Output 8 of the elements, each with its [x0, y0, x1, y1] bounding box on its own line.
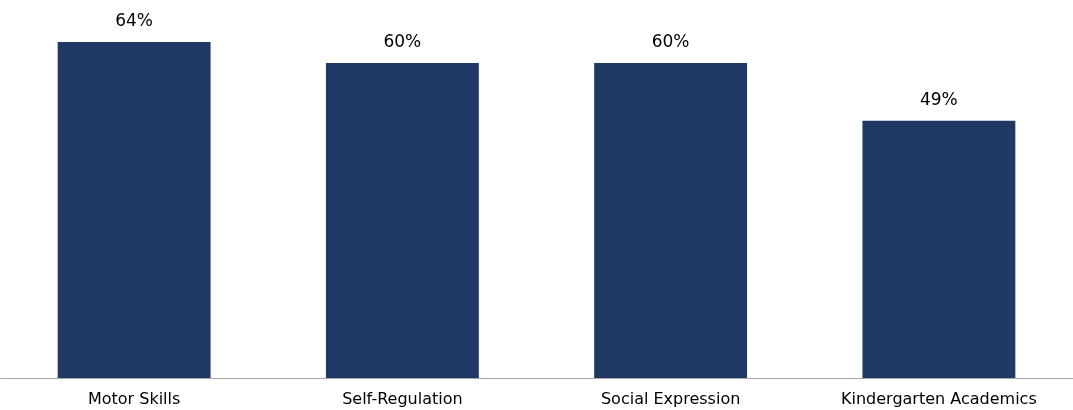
data-label: 60%: [383, 31, 422, 51]
x-tick-label: Self-Regulation: [342, 388, 463, 408]
data-label: 64%: [115, 10, 154, 30]
data-label: 60%: [651, 31, 690, 51]
x-tick-label: Social Expression: [600, 388, 741, 408]
x-tick-label: Motor Skills: [87, 388, 181, 408]
data-label: 49%: [919, 88, 958, 109]
x-tick-label: Kindergarten Academics: [841, 388, 1037, 408]
